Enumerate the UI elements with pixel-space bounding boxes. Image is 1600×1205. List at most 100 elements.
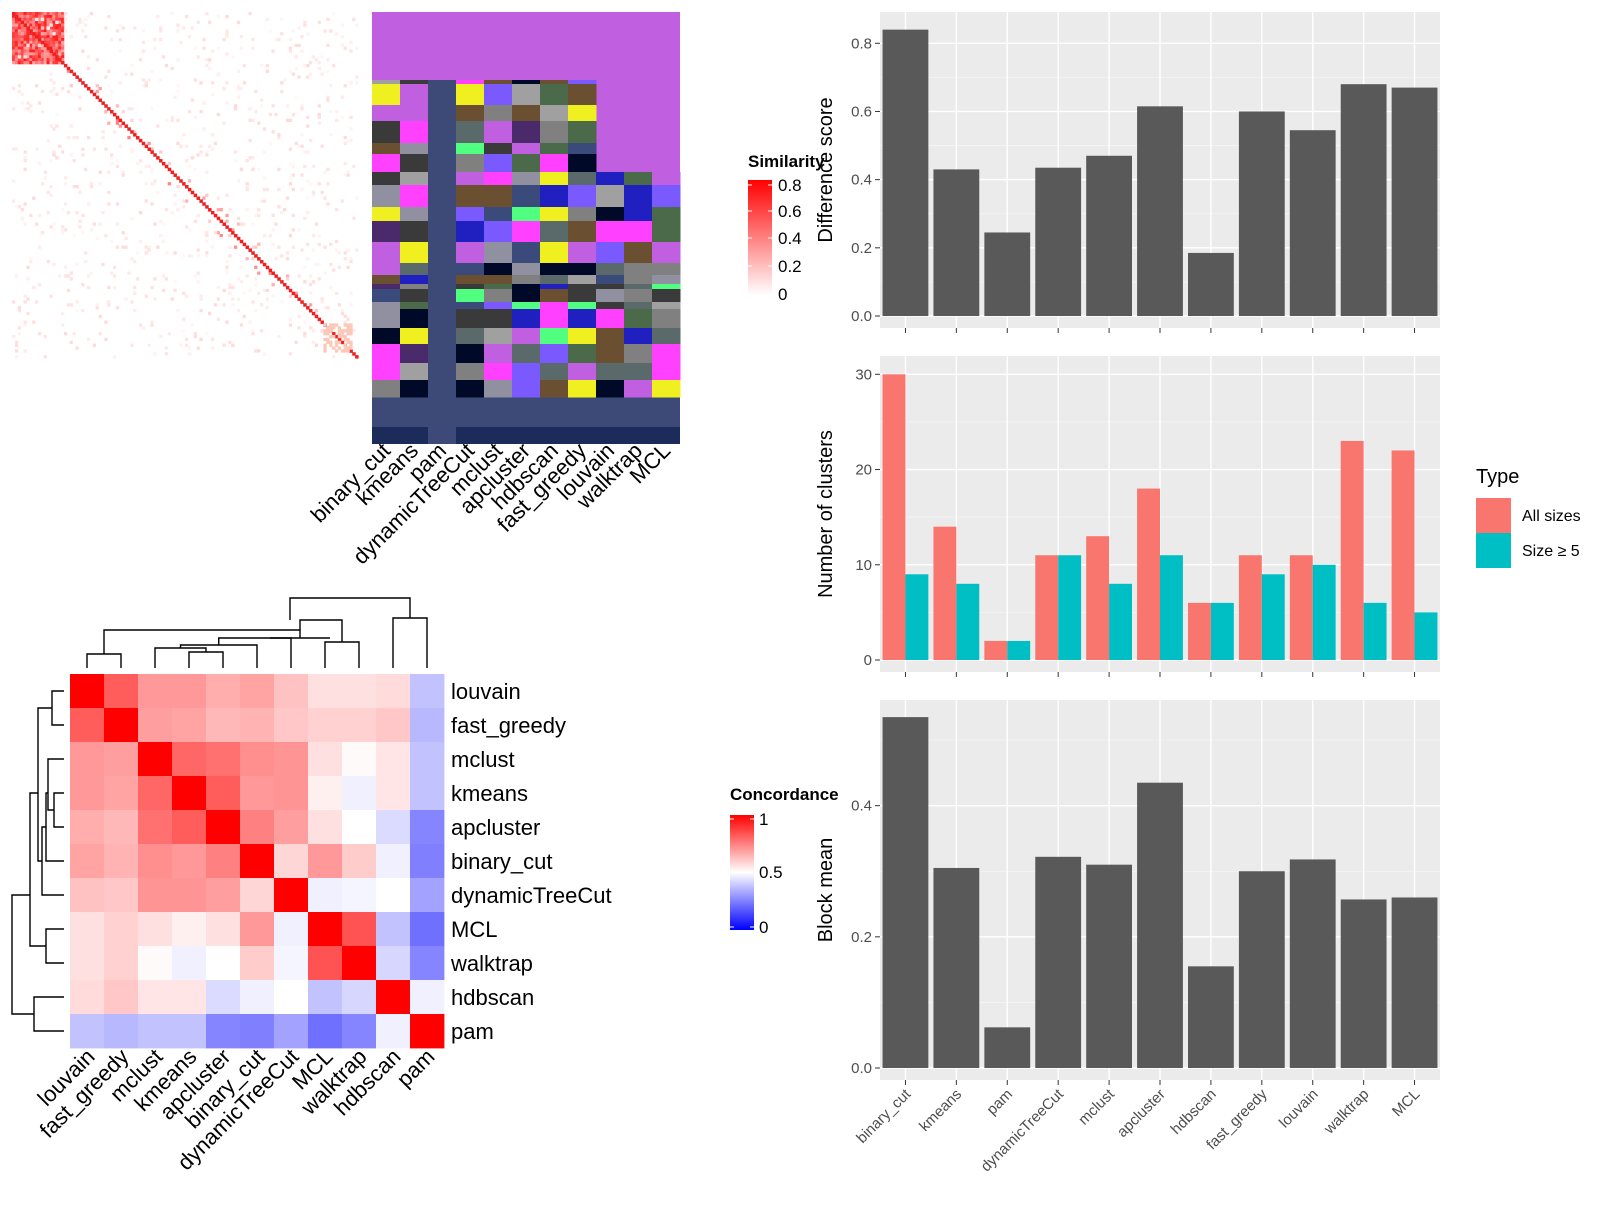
similarity-cell (35, 32, 39, 36)
similarity-cell (343, 84, 347, 88)
similarity-cell (124, 236, 128, 241)
similarity-cell (225, 320, 229, 324)
legend-label-size-ge-5: Size ≥ 5 (1522, 543, 1580, 560)
similarity-cell (138, 210, 143, 215)
similarity-cell (323, 349, 327, 353)
concordance-cell (206, 776, 241, 811)
similarity-cell (271, 294, 275, 298)
similarity-cell (61, 150, 65, 154)
bar (1035, 856, 1082, 1068)
similarity-cell (55, 61, 59, 65)
concordance-cell (274, 1014, 309, 1049)
similarity-cell (340, 115, 344, 120)
similarity-cell (297, 75, 301, 79)
similarity-cell (49, 58, 53, 62)
concordance-cell (376, 1014, 411, 1049)
similarity-diagonal-cell (303, 303, 307, 307)
similarity-cell (326, 202, 330, 206)
similarity-cell (349, 303, 353, 307)
similarity-cell (95, 89, 99, 94)
bar-all-sizes (1188, 602, 1211, 660)
concordance-cell (172, 742, 207, 777)
similarity-cell (164, 352, 169, 356)
assignment-cell (400, 289, 429, 303)
similarity-cell (329, 262, 333, 267)
similarity-cell (326, 69, 330, 73)
similarity-cell (199, 337, 203, 342)
similarity-cell (35, 147, 39, 151)
similarity-cell (239, 265, 244, 270)
similarity-cell (40, 29, 45, 33)
similarity-cell (210, 49, 215, 53)
similarity-diagonal-cell (17, 17, 22, 22)
top-dendrogram-branch (324, 641, 360, 668)
similarity-cell (343, 173, 347, 177)
similarity-cell (337, 346, 342, 350)
assignment-cell (456, 242, 485, 264)
similarity-diagonal-cell (291, 291, 296, 296)
similarity-cell (26, 17, 30, 22)
similarity-cell (159, 37, 163, 42)
similarity-cell (17, 46, 22, 50)
similarity-cell (245, 187, 249, 192)
assignment-cell (540, 263, 569, 276)
similarity-cell (37, 332, 42, 336)
similarity-cell (317, 112, 321, 117)
similarity-cell (259, 63, 264, 68)
similarity-cell (81, 153, 85, 157)
similarity-diagonal-cell (37, 37, 42, 42)
concordance-cell (240, 674, 275, 709)
similarity-cell (52, 29, 56, 33)
similarity-cell (317, 61, 321, 65)
similarity-cell (326, 329, 330, 333)
similarity-cell (161, 239, 166, 244)
similarity-cell (98, 222, 102, 226)
similarity-cell (118, 37, 122, 42)
assignment-cell (372, 363, 401, 381)
similarity-cell (205, 251, 209, 255)
similarity-cell (306, 150, 310, 154)
assignment-cell (624, 380, 653, 398)
similarity-cell (159, 150, 163, 154)
similarity-cell (14, 147, 19, 151)
similarity-cell (52, 37, 56, 42)
similarity-cell (23, 349, 27, 353)
similarity-cell (288, 317, 293, 321)
similarity-cell (98, 182, 102, 186)
x-tick-label: pam (983, 1086, 1016, 1119)
similarity-cell (78, 107, 82, 111)
assignment-cell (568, 284, 597, 290)
assignment-cell (568, 302, 597, 310)
similarity-cell (231, 297, 235, 301)
similarity-cell (216, 231, 220, 235)
similarity-diagonal-cell (95, 95, 100, 100)
similarity-cell (262, 352, 267, 356)
similarity-cell (35, 23, 39, 27)
similarity-cell (239, 323, 244, 327)
similarity-diagonal-cell (182, 182, 186, 186)
concordance-cell (138, 912, 173, 947)
similarity-cell (63, 182, 68, 186)
similarity-cell (164, 277, 169, 281)
similarity-cell (61, 23, 65, 27)
concordance-row-label: kmeans (451, 781, 528, 806)
similarity-cell (193, 332, 197, 336)
assignment-cell (512, 80, 541, 85)
similarity-cell (343, 135, 347, 140)
similarity-cell (285, 251, 290, 255)
similarity-cell (29, 49, 33, 53)
similarity-cell (248, 156, 252, 160)
similarity-cell (138, 118, 143, 122)
similarity-cell (121, 245, 125, 249)
similarity-cell (323, 332, 327, 336)
similarity-cell (355, 81, 359, 85)
similarity-cell (228, 283, 232, 287)
similarity-cell (58, 37, 62, 42)
similarity-cell (23, 52, 27, 56)
similarity-cell (303, 20, 307, 24)
similarity-cell (104, 234, 108, 238)
assignment-cell (624, 344, 653, 364)
similarity-cell (254, 110, 258, 114)
similarity-legend-tick-label: 0.6 (778, 202, 802, 221)
similarity-cell (285, 274, 290, 278)
